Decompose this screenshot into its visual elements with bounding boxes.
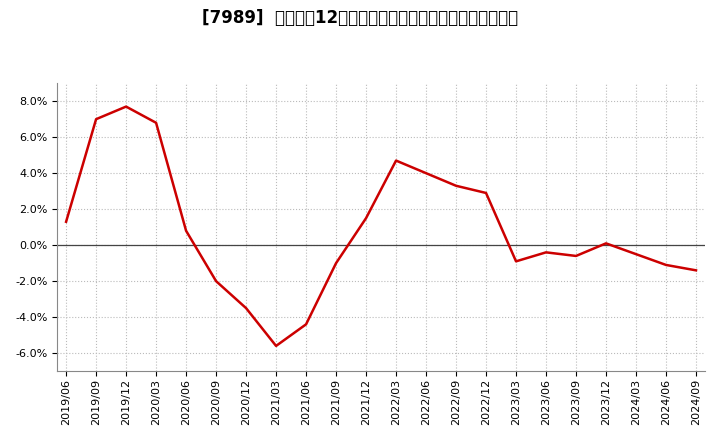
Text: [7989]  売上高の12か月移動合計の対前年同期増減率の推移: [7989] 売上高の12か月移動合計の対前年同期増減率の推移	[202, 9, 518, 27]
